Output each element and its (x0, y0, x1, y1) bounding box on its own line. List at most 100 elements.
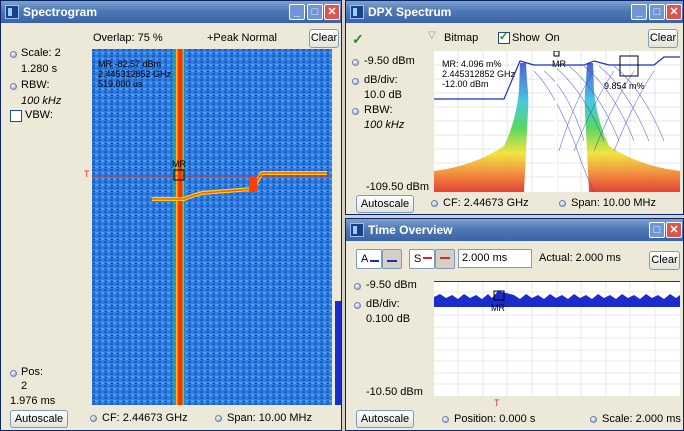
marker-level: -12.00 dBm (442, 79, 489, 89)
span-radio-icon[interactable] (559, 200, 566, 207)
close-icon[interactable]: ✕ (666, 4, 682, 20)
rbw-radio-icon[interactable] (10, 83, 17, 90)
trace-a-label: A (361, 253, 369, 265)
position-label[interactable]: Position: 0.000 s (454, 413, 536, 425)
div-radio-icon[interactable] (354, 302, 361, 309)
vbw-label: VBW: (25, 109, 53, 121)
dpx-titlebar[interactable]: DPX Spectrum _ □ ✕ (346, 1, 683, 23)
div-label: dB/div: (366, 298, 400, 310)
scale-value[interactable]: 1.280 s (21, 63, 58, 75)
minimize-icon[interactable]: _ (631, 4, 647, 20)
density-label: 9.854 m% (604, 81, 645, 91)
pos-value[interactable]: 2 (21, 380, 28, 392)
position-radio-icon[interactable] (442, 416, 449, 423)
span-radio-icon[interactable] (215, 415, 222, 422)
scale-label[interactable]: Scale: 2.000 ms (602, 413, 681, 425)
trace-color-icon (440, 257, 450, 259)
minimize-icon[interactable]: _ (289, 4, 305, 20)
clear-button[interactable]: Clear (648, 29, 678, 48)
maximize-icon[interactable]: □ (649, 4, 665, 20)
clear-button[interactable]: Clear (309, 29, 339, 48)
time-overview-plot[interactable]: MR (434, 281, 680, 396)
bottom-level: -10.50 dBm (366, 386, 423, 398)
ref-level[interactable]: -9.50 dBm (366, 279, 417, 291)
dpx-plot[interactable]: MR: 4.096 m% 2.445312852 GHz -12.00 dBm … (434, 51, 680, 192)
vbw-checkbox[interactable] (10, 110, 22, 122)
spectrogram-titlebar[interactable]: Spectrogram _ □ ✕ (1, 1, 341, 23)
cf-label[interactable]: CF: 2.44673 GHz (443, 197, 529, 209)
rbw-value[interactable]: 100 kHz (21, 95, 62, 107)
spectrogram-scrollbar[interactable] (335, 301, 341, 405)
div-value[interactable]: 10.0 dB (364, 89, 402, 101)
app-icon (350, 223, 364, 237)
trigger-marker: T (84, 169, 90, 179)
cf-radio-icon[interactable] (431, 200, 438, 207)
close-icon[interactable]: ✕ (324, 4, 340, 20)
trace-s-line-icon (423, 257, 432, 259)
div-label: dB/div: (364, 74, 398, 86)
detector-label[interactable]: +Peak Normal (207, 32, 278, 44)
scale-label: Scale: 2 (21, 47, 61, 59)
autoscale-button[interactable]: Autoscale (356, 195, 414, 213)
trace-a-line-icon (370, 260, 379, 262)
cf-label[interactable]: CF: 2.44673 GHz (102, 412, 188, 424)
bitmap-label[interactable]: Bitmap (444, 32, 479, 44)
marker-label[interactable]: MR (491, 303, 505, 313)
time-overview-titlebar[interactable]: Time Overview □ ✕ (346, 219, 683, 241)
on-label: On (545, 32, 560, 44)
autoscale-button[interactable]: Autoscale (356, 410, 414, 428)
pos-time: 1.976 ms (10, 395, 56, 407)
time-overview-title: Time Overview (368, 223, 453, 237)
checkmark-icon: ✓ (352, 31, 364, 47)
pos-label: Pos: (21, 366, 44, 378)
trace-s-color-button[interactable] (435, 249, 455, 269)
trace-a-color-button[interactable] (382, 249, 402, 269)
marker-frequency: 2.445312852 GHz (98, 69, 172, 79)
maximize-icon[interactable]: □ (649, 222, 665, 238)
actual-label: Actual: 2.000 ms (539, 252, 621, 264)
marker-label[interactable]: MR (172, 159, 186, 169)
trace-a-selector[interactable]: A (356, 249, 382, 269)
dpx-marker-readout: MR: 4.096 m% 2.445312852 GHz -12.00 dBm (442, 59, 515, 89)
marker-density: MR: 4.096 m% (442, 59, 502, 69)
span-label[interactable]: Span: 10.00 MHz (227, 412, 312, 424)
show-label: Show (512, 32, 540, 44)
scale-radio-icon[interactable] (10, 51, 17, 58)
spectrogram-plot[interactable]: MR -82.57 dBm 2.445312852 GHz 519.000 us… (92, 49, 332, 405)
trace-color-icon (387, 260, 397, 262)
marker-frequency: 2.445312852 GHz (442, 69, 516, 79)
div-value[interactable]: 0.100 dB (366, 313, 411, 325)
rbw-radio-icon[interactable] (352, 108, 359, 115)
autoscale-button[interactable]: Autoscale (10, 410, 68, 428)
cf-radio-icon[interactable] (90, 415, 97, 422)
ref-radio-icon[interactable] (352, 59, 359, 66)
pos-radio-icon[interactable] (10, 370, 17, 377)
marker-time: 519.000 us (98, 79, 143, 89)
dpx-bitmap (434, 51, 680, 192)
span-label[interactable]: Span: 10.00 MHz (571, 197, 656, 209)
scale-radio-icon[interactable] (590, 416, 597, 423)
ref-level[interactable]: -9.50 dBm (364, 55, 415, 67)
time-input[interactable]: 2.000 ms (458, 249, 532, 268)
close-icon[interactable]: ✕ (666, 222, 682, 238)
rbw-value[interactable]: 100 kHz (364, 119, 405, 131)
spectrogram-window: Spectrogram _ □ ✕ Overlap: 75 % +Peak No… (0, 0, 342, 431)
spectrogram-image (92, 49, 332, 405)
show-checkbox[interactable] (498, 32, 510, 44)
app-icon (5, 5, 19, 19)
ref-radio-icon[interactable] (354, 283, 361, 290)
app-icon (350, 5, 364, 19)
clear-button[interactable]: Clear (649, 251, 680, 270)
trigger-marker: T (494, 398, 500, 408)
div-radio-icon[interactable] (352, 78, 359, 85)
dpx-marker-label[interactable]: MR (552, 59, 566, 69)
dpx-title: DPX Spectrum (368, 5, 452, 19)
rbw-label: RBW: (364, 104, 393, 116)
trace-s-selector[interactable]: S (409, 249, 435, 269)
chevron-down-icon[interactable]: ▽ (428, 30, 436, 41)
bottom-level: -109.50 dBm (366, 181, 429, 193)
maximize-icon[interactable]: □ (307, 4, 323, 20)
marker-level: MR -82.57 dBm (98, 59, 162, 69)
marker-readout: MR -82.57 dBm 2.445312852 GHz 519.000 us (98, 59, 171, 89)
dpx-spectrum-window: DPX Spectrum _ □ ✕ ✓ ▽ Bitmap ✓ Show On … (345, 0, 684, 215)
